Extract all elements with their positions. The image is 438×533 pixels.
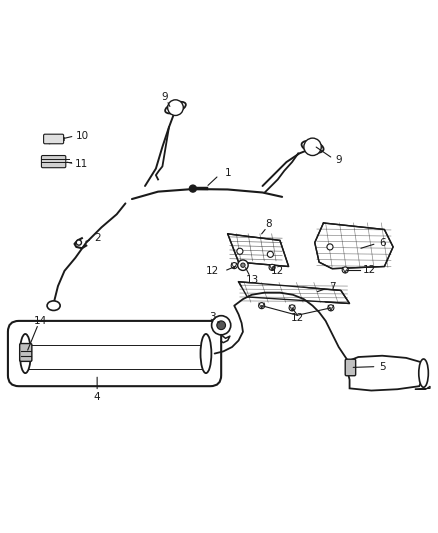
Circle shape [231,263,237,269]
FancyBboxPatch shape [20,344,32,361]
Text: 9: 9 [336,155,342,165]
Circle shape [327,244,333,250]
Text: 10: 10 [75,131,88,141]
Text: 3: 3 [209,312,216,321]
Text: 12: 12 [363,265,376,275]
Ellipse shape [301,141,324,153]
Circle shape [269,264,275,270]
Circle shape [76,240,81,245]
Text: 14: 14 [34,316,47,326]
Text: 12: 12 [291,313,304,323]
Circle shape [258,303,265,309]
Polygon shape [415,386,430,389]
Circle shape [217,321,226,329]
Text: 6: 6 [379,238,385,247]
Text: 4: 4 [94,392,100,402]
Text: 12: 12 [271,266,284,276]
Circle shape [189,185,196,192]
Circle shape [342,267,348,273]
Text: 7: 7 [329,282,336,293]
Circle shape [212,316,231,335]
Text: 5: 5 [379,361,385,372]
Circle shape [267,251,273,257]
Circle shape [238,260,248,270]
Circle shape [304,138,321,156]
Text: 13: 13 [245,276,259,286]
Ellipse shape [419,359,428,387]
Circle shape [241,263,245,268]
FancyBboxPatch shape [44,134,64,144]
Circle shape [289,305,295,311]
Polygon shape [347,356,424,391]
Circle shape [168,100,184,116]
Text: 8: 8 [266,219,272,229]
Text: 2: 2 [94,233,100,243]
Polygon shape [228,234,289,266]
Text: 9: 9 [161,92,168,102]
FancyBboxPatch shape [42,156,66,168]
Ellipse shape [20,334,31,373]
Ellipse shape [201,334,212,373]
Text: 1: 1 [224,168,231,178]
Text: 12: 12 [206,266,219,276]
Polygon shape [315,223,393,269]
Polygon shape [239,282,350,303]
Text: 11: 11 [75,159,88,169]
Circle shape [237,248,243,254]
FancyBboxPatch shape [8,321,221,386]
Ellipse shape [165,102,186,114]
FancyBboxPatch shape [345,359,356,376]
Circle shape [328,305,334,311]
Ellipse shape [47,301,60,310]
